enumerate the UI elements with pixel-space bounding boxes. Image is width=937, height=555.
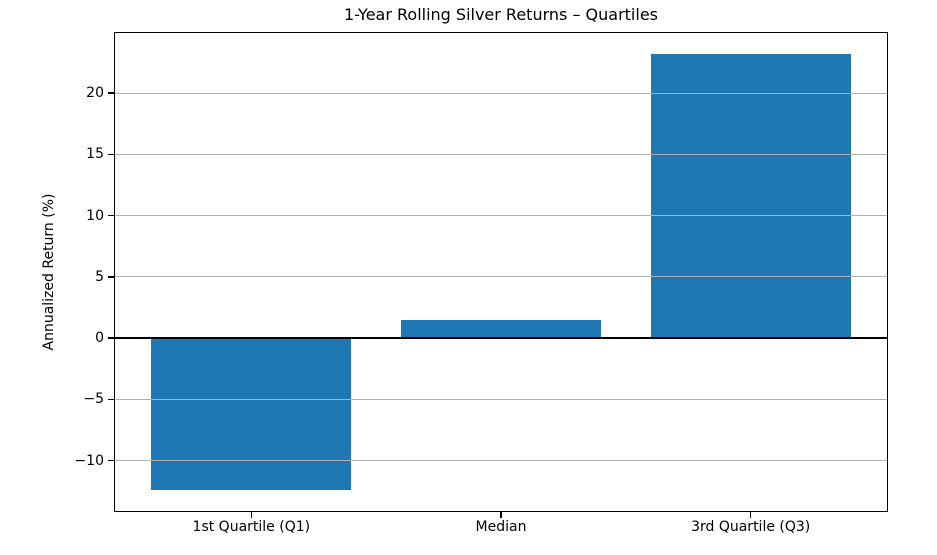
y-gridline	[114, 398, 888, 400]
y-tick-label: 10	[86, 207, 104, 224]
chart-title: 1-Year Rolling Silver Returns – Quartile…	[343, 5, 658, 24]
zero-line	[114, 337, 888, 340]
y-gridline	[114, 460, 888, 462]
y-axis-label: Annualized Return (%)	[41, 193, 57, 351]
y-tick-label: 0	[95, 330, 104, 347]
y-tick-label: 5	[95, 268, 104, 285]
y-gridline	[114, 153, 888, 155]
y-tick-mark	[108, 92, 114, 94]
y-tick-mark	[108, 153, 114, 156]
y-tick-mark	[108, 214, 114, 217]
x-tick-label: 1st Quartile (Q1)	[192, 519, 311, 535]
y-tick-label: 20	[86, 85, 104, 102]
x-tick-label: 3rd Quartile (Q3)	[691, 519, 811, 535]
bar-3rd-quartile-q3	[650, 54, 851, 339]
x-tick-mark	[500, 512, 502, 518]
y-tick-mark	[108, 276, 114, 278]
y-tick-mark	[108, 459, 114, 462]
bar-1st-quartile-q1	[151, 338, 352, 490]
y-gridline	[114, 276, 888, 278]
y-tick-mark	[108, 398, 114, 401]
y-tick-label: −10	[74, 452, 104, 469]
y-gridline	[114, 92, 888, 94]
x-tick-mark	[749, 512, 752, 518]
y-gridline	[114, 215, 888, 217]
y-tick-mark	[108, 337, 114, 339]
x-tick-label: Median	[475, 519, 527, 535]
bar-median	[401, 319, 601, 339]
y-tick-label: 15	[86, 146, 104, 163]
x-tick-mark	[250, 512, 253, 518]
y-tick-label: −5	[83, 391, 104, 408]
